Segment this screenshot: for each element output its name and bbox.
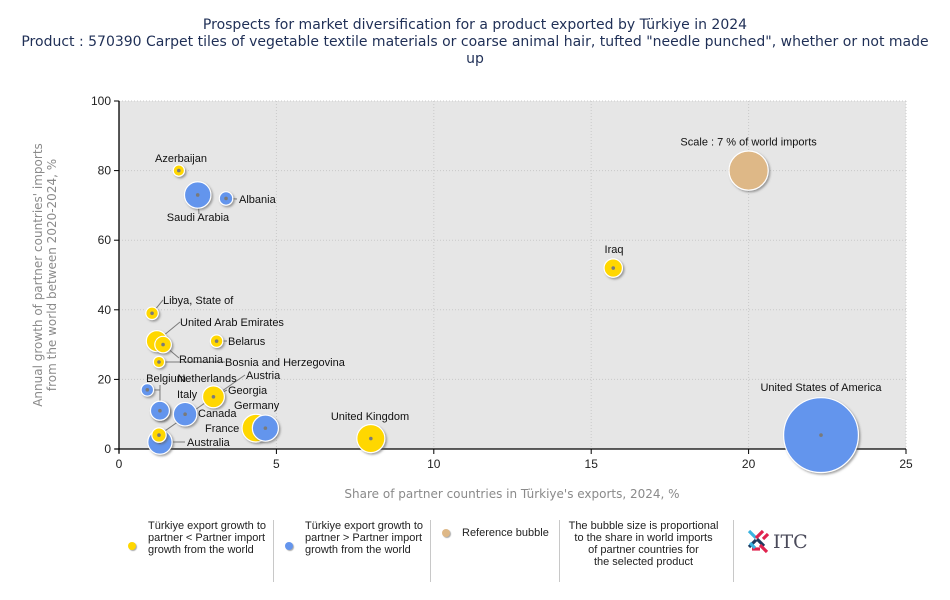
bubble-center: [183, 412, 187, 417]
y-tick-label: 100: [91, 94, 111, 108]
tan-dot-icon: [442, 529, 450, 537]
bubble-center: [214, 339, 219, 343]
bubble-label: Belarus: [228, 336, 266, 348]
legend-text: growth from the world: [148, 544, 254, 556]
bubbles: [140, 150, 860, 474]
legend-note: The bubble size is proportional to the s…: [561, 520, 726, 568]
bubble-center: [157, 360, 161, 364]
bubble-center: [157, 433, 161, 437]
bubble-center: [150, 311, 154, 316]
bubble-label: Australia: [187, 437, 231, 449]
x-axis-label: Share of partner countries in Türkiye's …: [344, 487, 679, 501]
legend-separator: [559, 520, 560, 582]
bubble-label: Saudi Arabia: [167, 212, 230, 224]
yellow-dot-icon: [128, 542, 136, 550]
bubble-center: [145, 388, 150, 392]
reference-bubble: [728, 150, 769, 191]
x-tick-label: 15: [585, 457, 599, 471]
bubble-center: [195, 193, 200, 197]
y-tick-label: 60: [98, 233, 112, 247]
bubble-center: [211, 395, 216, 399]
y-tick-label: 20: [98, 372, 112, 386]
y-tick-label: 80: [98, 164, 112, 178]
note-text: of partner countries for: [588, 544, 699, 556]
bubble-label: Albania: [239, 194, 277, 206]
x-tick-label: 20: [742, 457, 756, 471]
itc-logo: ITC: [746, 527, 816, 557]
axes: 0 5 10 15 20 25 0 20 40 60 80 100: [91, 94, 913, 471]
bubble-center: [224, 196, 228, 201]
plot-area: [119, 101, 906, 449]
y-axis-label-line1: Annual growth of partner countries' impo…: [31, 143, 45, 407]
legend-separator: [273, 520, 274, 582]
bubble-label: Bosnia and Herzegovina: [225, 357, 346, 369]
chart-subtitle: Product : 570390 Carpet tiles of vegetab…: [21, 34, 929, 67]
leader-line: [158, 374, 246, 436]
bubble-label: United States of America: [760, 382, 882, 394]
legend-text: growth from the world: [305, 544, 411, 556]
bubble-label: Netherlands: [177, 373, 237, 385]
bubble-label: Austria: [246, 370, 281, 382]
reference-bubble-label: Scale : 7 % of world imports: [680, 137, 817, 149]
y-axis-label: Annual growth of partner countries' impo…: [31, 143, 59, 407]
legend-text: Türkiye export growth to: [305, 520, 423, 532]
legend-text: partner > Partner import: [305, 532, 423, 544]
bubble-label: Canada: [198, 408, 237, 420]
x-tick-label: 10: [427, 457, 441, 471]
bubble-label: United Kingdom: [331, 411, 409, 423]
bubble-label: Libya, State of: [163, 295, 234, 307]
bubble-label: Belgium: [146, 373, 186, 385]
y-axis-label-line2: from the world between 2020-2024, %: [45, 159, 59, 391]
note-text: The bubble size is proportional: [568, 520, 719, 532]
bubble-label: Germany: [234, 400, 280, 412]
legend-text: Türkiye export growth to: [148, 520, 266, 532]
bubble-center: [177, 168, 181, 173]
bubble-labels: Azerbaijan Saudi Arabia Albania Iraq Libya, …: [146, 137, 882, 449]
bubble-center: [611, 266, 616, 270]
legend-text: partner < Partner import: [148, 532, 266, 544]
y-tick-label: 0: [104, 442, 111, 456]
note-text: to the share in world imports: [574, 532, 713, 544]
bubble-label: Georgia: [228, 385, 268, 397]
x-tick-label: 0: [116, 457, 123, 471]
x-tick-label: 25: [899, 457, 913, 471]
x-tick-label: 5: [273, 457, 280, 471]
legend-separator: [733, 520, 734, 582]
chart-title: Prospects for market diversification for…: [202, 17, 748, 33]
blue-dot-icon: [285, 542, 293, 550]
itc-logo-icon: ITC: [747, 529, 808, 554]
bubble-label: United Arab Emirates: [180, 317, 284, 329]
y-tick-label: 40: [98, 303, 112, 317]
bubble-label: France: [205, 423, 239, 435]
bubble-label: Italy: [177, 389, 198, 401]
bubble-label: Romania: [179, 354, 224, 366]
legend-separator: [430, 520, 431, 582]
bubble-center: [263, 426, 268, 430]
bubble-center: [819, 433, 823, 437]
bubble-center: [369, 436, 373, 441]
legend-text: Reference bubble: [462, 527, 549, 539]
bubble-label: Iraq: [605, 244, 624, 256]
bubble-center: [161, 342, 165, 347]
bubble-center: [158, 408, 162, 413]
logo-text: ITC: [773, 531, 808, 553]
note-text: the selected product: [593, 556, 694, 568]
bubble-label: Azerbaijan: [155, 153, 207, 165]
